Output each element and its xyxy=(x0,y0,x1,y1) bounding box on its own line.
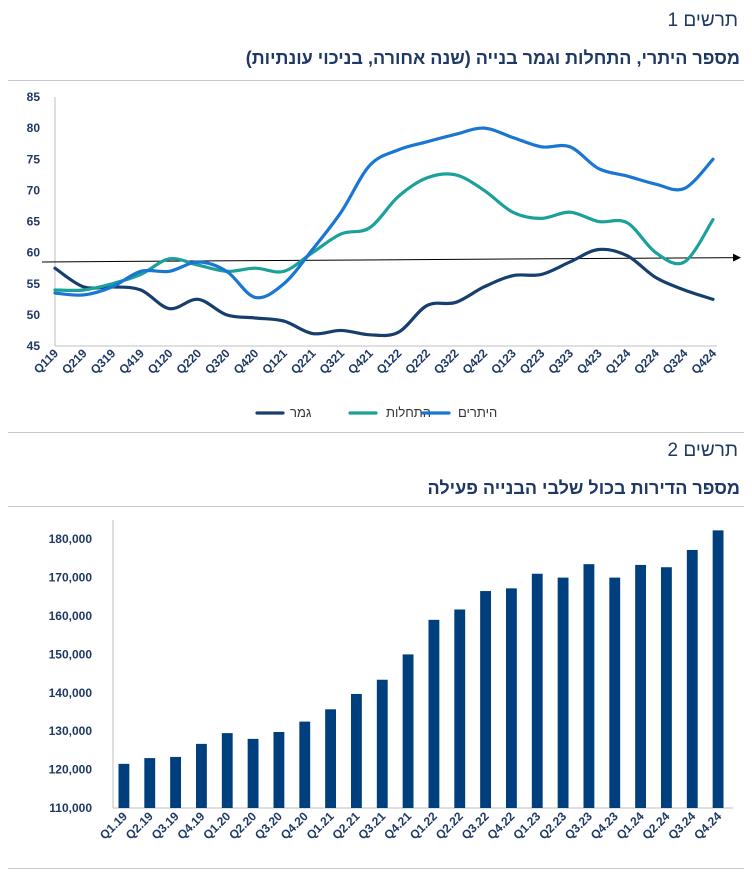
x-tick-label: Q1.22 xyxy=(407,809,440,842)
bar xyxy=(144,758,156,808)
x-tick-label: Q3.20 xyxy=(252,809,285,842)
x-tick-label: Q4.23 xyxy=(588,809,621,842)
bar xyxy=(195,743,207,808)
x-tick-label: Q1.23 xyxy=(510,809,543,842)
bar xyxy=(428,619,440,808)
y-tick-label: 85 xyxy=(27,90,41,104)
x-tick-label: Q2.20 xyxy=(226,809,259,842)
x-tick-label: Q2.24 xyxy=(640,809,673,842)
x-tick-label: Q1.24 xyxy=(614,809,647,842)
figure2-top-divider xyxy=(8,506,744,507)
x-tick-label: Q3.22 xyxy=(459,809,492,842)
figure1-title: מספר היתרי, התחלות וגמר בנייה (שנה אחורה… xyxy=(245,48,740,68)
reference-arrow-line xyxy=(41,253,741,263)
bar xyxy=(325,709,337,808)
x-tick-label: Q4.19 xyxy=(175,809,208,842)
figure1-top-divider xyxy=(8,80,744,81)
y-tick-label: 55 xyxy=(27,277,41,291)
y-tick-label: 65 xyxy=(27,215,41,229)
x-tick-label: Q4.24 xyxy=(691,809,724,842)
series-line-0 xyxy=(53,247,715,338)
y-tick-label: 75 xyxy=(27,152,41,166)
legend-label-1: התחלות xyxy=(386,405,431,420)
y-tick-label: 45 xyxy=(27,339,41,353)
y-tick-label: 160,000 xyxy=(49,609,93,623)
legend-label-0: גמר xyxy=(290,405,312,420)
bar xyxy=(299,721,311,808)
x-tick-label: Q1.20 xyxy=(200,809,233,842)
x-tick-label: Q1.21 xyxy=(304,809,337,842)
line-chart: 455055606570758085Q119Q219Q319Q419Q120Q2… xyxy=(27,90,741,420)
y-tick-label: 140,000 xyxy=(49,686,93,700)
bar xyxy=(454,609,466,808)
bar xyxy=(376,679,388,808)
y-tick-label: 120,000 xyxy=(49,763,93,777)
x-tick-label: Q2.23 xyxy=(536,809,569,842)
x-tick-label: Q3.24 xyxy=(665,809,698,842)
bar xyxy=(583,564,595,808)
y-tick-label: 180,000 xyxy=(49,532,93,546)
y-tick-label: 80 xyxy=(27,121,41,135)
bar xyxy=(531,573,543,808)
bar xyxy=(480,591,492,808)
series-line-1 xyxy=(53,172,715,293)
bar xyxy=(505,588,517,808)
y-tick-label: 50 xyxy=(27,308,41,322)
x-tick-label: Q4.22 xyxy=(485,809,518,842)
figure2-bottom-divider xyxy=(8,868,744,869)
bar xyxy=(609,577,621,808)
bar xyxy=(350,693,362,808)
x-tick-label: Q2.21 xyxy=(330,809,363,842)
y-tick-label: 110,000 xyxy=(49,801,92,815)
series-line-2 xyxy=(53,126,715,300)
bar-chart-bars xyxy=(118,530,724,808)
bar xyxy=(247,738,259,808)
line-chart-series xyxy=(41,126,741,338)
legend-label-2: היתרים xyxy=(458,405,497,420)
figure2-label: תרשים 2 xyxy=(667,440,738,461)
bar xyxy=(221,733,233,808)
x-tick-label: Q4.21 xyxy=(381,809,414,842)
x-tick-label: Q3.23 xyxy=(562,809,595,842)
bar xyxy=(402,654,414,808)
y-tick-label: 70 xyxy=(27,183,41,197)
figure2-title: מספר הדירות בכול שלבי הבנייה פעילה xyxy=(427,478,740,498)
bar xyxy=(712,530,724,808)
bar xyxy=(118,763,130,808)
bar xyxy=(635,564,647,808)
bar xyxy=(557,577,569,808)
y-tick-label: 170,000 xyxy=(49,571,93,585)
x-tick-label: Q4.20 xyxy=(278,809,311,842)
bar xyxy=(686,549,698,808)
x-tick-label: Q3.21 xyxy=(355,809,388,842)
bar xyxy=(273,731,285,808)
x-tick-label: Q1.19 xyxy=(97,809,130,842)
line-chart-legend: גמר התחלות היתרים xyxy=(255,405,497,420)
figure1-bottom-divider xyxy=(8,432,744,433)
bar xyxy=(660,567,672,808)
y-tick-label: 130,000 xyxy=(49,724,93,738)
x-tick-label: Q2.19 xyxy=(123,809,156,842)
x-tick-label: Q3.19 xyxy=(149,809,182,842)
bar xyxy=(170,756,182,808)
x-tick-label: Q2.22 xyxy=(433,809,466,842)
figure1-label: תרשים 1 xyxy=(667,10,738,31)
y-tick-label: 150,000 xyxy=(49,647,93,661)
y-tick-label: 60 xyxy=(27,246,41,260)
